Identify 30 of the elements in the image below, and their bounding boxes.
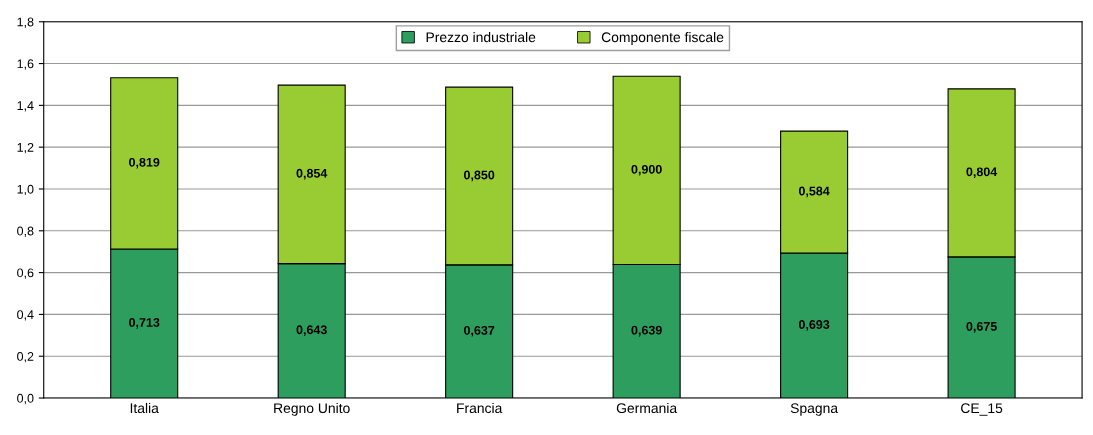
data-label: 0,804 bbox=[966, 167, 998, 179]
legend-label: Componente fiscale bbox=[601, 31, 724, 45]
data-label: 0,819 bbox=[129, 157, 160, 169]
data-label: 0,713 bbox=[129, 318, 160, 329]
data-label: 0,900 bbox=[631, 164, 662, 176]
x-tick-label: Italia bbox=[130, 402, 159, 414]
y-tick-label: 0,8 bbox=[17, 226, 34, 237]
y-tick-label: 1,8 bbox=[17, 17, 34, 28]
y-tick-label: 1,4 bbox=[17, 101, 34, 112]
y-tick-label: 1,0 bbox=[17, 184, 34, 196]
legend-label: Prezzo industriale bbox=[426, 31, 536, 43]
y-tick-label: 0,0 bbox=[17, 393, 34, 405]
y-tick-label: 0,6 bbox=[17, 268, 34, 279]
data-label: 0,639 bbox=[631, 325, 662, 337]
y-tick-label: 1,2 bbox=[17, 142, 34, 154]
data-label: 0,675 bbox=[966, 321, 997, 333]
y-tick-label: 0,2 bbox=[17, 352, 34, 363]
data-label: 0,637 bbox=[464, 325, 495, 337]
x-tick-label: Germania bbox=[616, 402, 678, 414]
y-tick-label: 0,4 bbox=[17, 310, 34, 321]
data-label: 0,643 bbox=[296, 325, 327, 336]
data-label: 0,854 bbox=[296, 168, 328, 180]
x-tick-label: Regno Unito bbox=[274, 402, 350, 416]
x-tick-label: Spagna bbox=[790, 403, 839, 416]
x-tick-label: CE_15 bbox=[961, 403, 1003, 416]
data-label: 0,850 bbox=[464, 170, 495, 182]
y-tick-label: 1,6 bbox=[17, 59, 34, 70]
data-label: 0,693 bbox=[798, 320, 830, 331]
data-label: 0,584 bbox=[798, 186, 830, 198]
x-tick-label: Francia bbox=[457, 402, 503, 414]
